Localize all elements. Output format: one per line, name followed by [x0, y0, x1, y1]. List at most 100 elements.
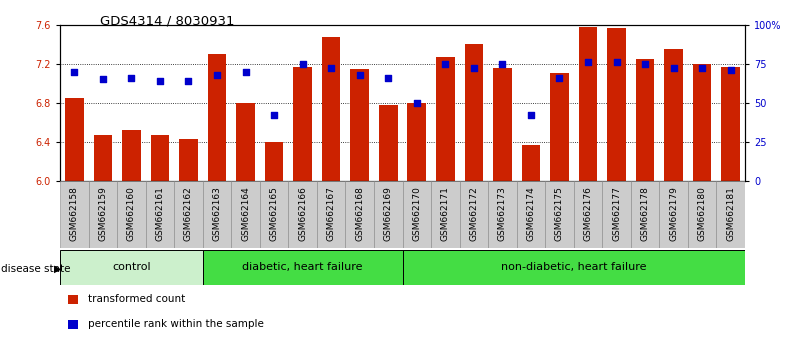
Bar: [493, 68, 512, 181]
Bar: [379, 105, 397, 181]
Point: [353, 72, 366, 78]
Text: disease state: disease state: [1, 264, 70, 274]
Text: GSM662160: GSM662160: [127, 186, 136, 241]
Bar: [203, 181, 231, 248]
Text: GSM662162: GSM662162: [184, 186, 193, 241]
Text: diabetic, heart failure: diabetic, heart failure: [243, 262, 363, 272]
Bar: [317, 181, 345, 248]
Point: [638, 61, 651, 67]
Bar: [465, 44, 483, 181]
Bar: [179, 139, 198, 181]
Bar: [659, 181, 688, 248]
Bar: [630, 181, 659, 248]
Text: GSM662165: GSM662165: [270, 186, 279, 241]
Text: GDS4314 / 8030931: GDS4314 / 8030931: [100, 14, 235, 27]
Bar: [151, 135, 169, 181]
Bar: [431, 181, 460, 248]
Bar: [436, 57, 455, 181]
Text: GSM662178: GSM662178: [641, 186, 650, 241]
Text: transformed count: transformed count: [88, 294, 185, 304]
Bar: [722, 67, 740, 181]
Bar: [345, 181, 374, 248]
Bar: [607, 28, 626, 181]
Bar: [716, 181, 745, 248]
Bar: [374, 181, 402, 248]
Point: [182, 78, 195, 84]
Bar: [89, 181, 117, 248]
Bar: [664, 49, 683, 181]
Bar: [60, 250, 203, 285]
Point: [211, 72, 223, 78]
Bar: [402, 250, 745, 285]
Text: non-diabetic, heart failure: non-diabetic, heart failure: [501, 262, 646, 272]
Bar: [117, 181, 146, 248]
Point: [382, 75, 395, 81]
Text: ▶: ▶: [54, 264, 61, 274]
Point: [239, 69, 252, 74]
Bar: [122, 130, 141, 181]
Bar: [602, 181, 630, 248]
Text: GSM662179: GSM662179: [669, 186, 678, 241]
Text: GSM662181: GSM662181: [727, 186, 735, 241]
Bar: [322, 38, 340, 181]
Text: GSM662167: GSM662167: [327, 186, 336, 241]
Bar: [236, 103, 255, 181]
Text: control: control: [112, 262, 151, 272]
Bar: [550, 74, 569, 181]
Bar: [408, 103, 426, 181]
Point: [439, 61, 452, 67]
Bar: [260, 181, 288, 248]
Bar: [402, 181, 431, 248]
Bar: [65, 98, 83, 181]
Point: [553, 75, 566, 81]
Text: GSM662164: GSM662164: [241, 186, 250, 241]
Point: [96, 76, 109, 82]
Bar: [288, 181, 317, 248]
Point: [296, 61, 309, 67]
Bar: [203, 250, 402, 285]
Point: [410, 100, 423, 105]
Bar: [688, 181, 716, 248]
Point: [324, 65, 337, 71]
Point: [610, 59, 623, 65]
Bar: [636, 59, 654, 181]
Bar: [174, 181, 203, 248]
Bar: [231, 181, 260, 248]
Text: GSM662173: GSM662173: [498, 186, 507, 241]
Text: GSM662161: GSM662161: [155, 186, 164, 241]
Point: [696, 65, 709, 71]
Bar: [488, 181, 517, 248]
Text: GSM662158: GSM662158: [70, 186, 78, 241]
Bar: [517, 181, 545, 248]
Bar: [521, 144, 540, 181]
Bar: [693, 64, 711, 181]
Point: [525, 112, 537, 118]
Text: GSM662175: GSM662175: [555, 186, 564, 241]
Point: [667, 65, 680, 71]
Text: GSM662168: GSM662168: [355, 186, 364, 241]
Text: GSM662159: GSM662159: [99, 186, 107, 241]
Point: [268, 112, 280, 118]
Bar: [265, 142, 284, 181]
Bar: [207, 54, 227, 181]
Bar: [293, 67, 312, 181]
Point: [496, 61, 509, 67]
Point: [724, 67, 737, 73]
Text: GSM662180: GSM662180: [698, 186, 706, 241]
Bar: [578, 27, 598, 181]
Point: [68, 69, 81, 74]
Text: percentile rank within the sample: percentile rank within the sample: [88, 319, 264, 329]
Point: [582, 59, 594, 65]
Bar: [545, 181, 574, 248]
Text: GSM662174: GSM662174: [526, 186, 535, 241]
Bar: [574, 181, 602, 248]
Text: GSM662163: GSM662163: [212, 186, 222, 241]
Text: GSM662166: GSM662166: [298, 186, 307, 241]
Bar: [460, 181, 488, 248]
Text: GSM662169: GSM662169: [384, 186, 392, 241]
Point: [154, 78, 167, 84]
Bar: [60, 181, 89, 248]
Text: GSM662176: GSM662176: [583, 186, 593, 241]
Text: GSM662172: GSM662172: [469, 186, 478, 241]
Text: GSM662170: GSM662170: [413, 186, 421, 241]
